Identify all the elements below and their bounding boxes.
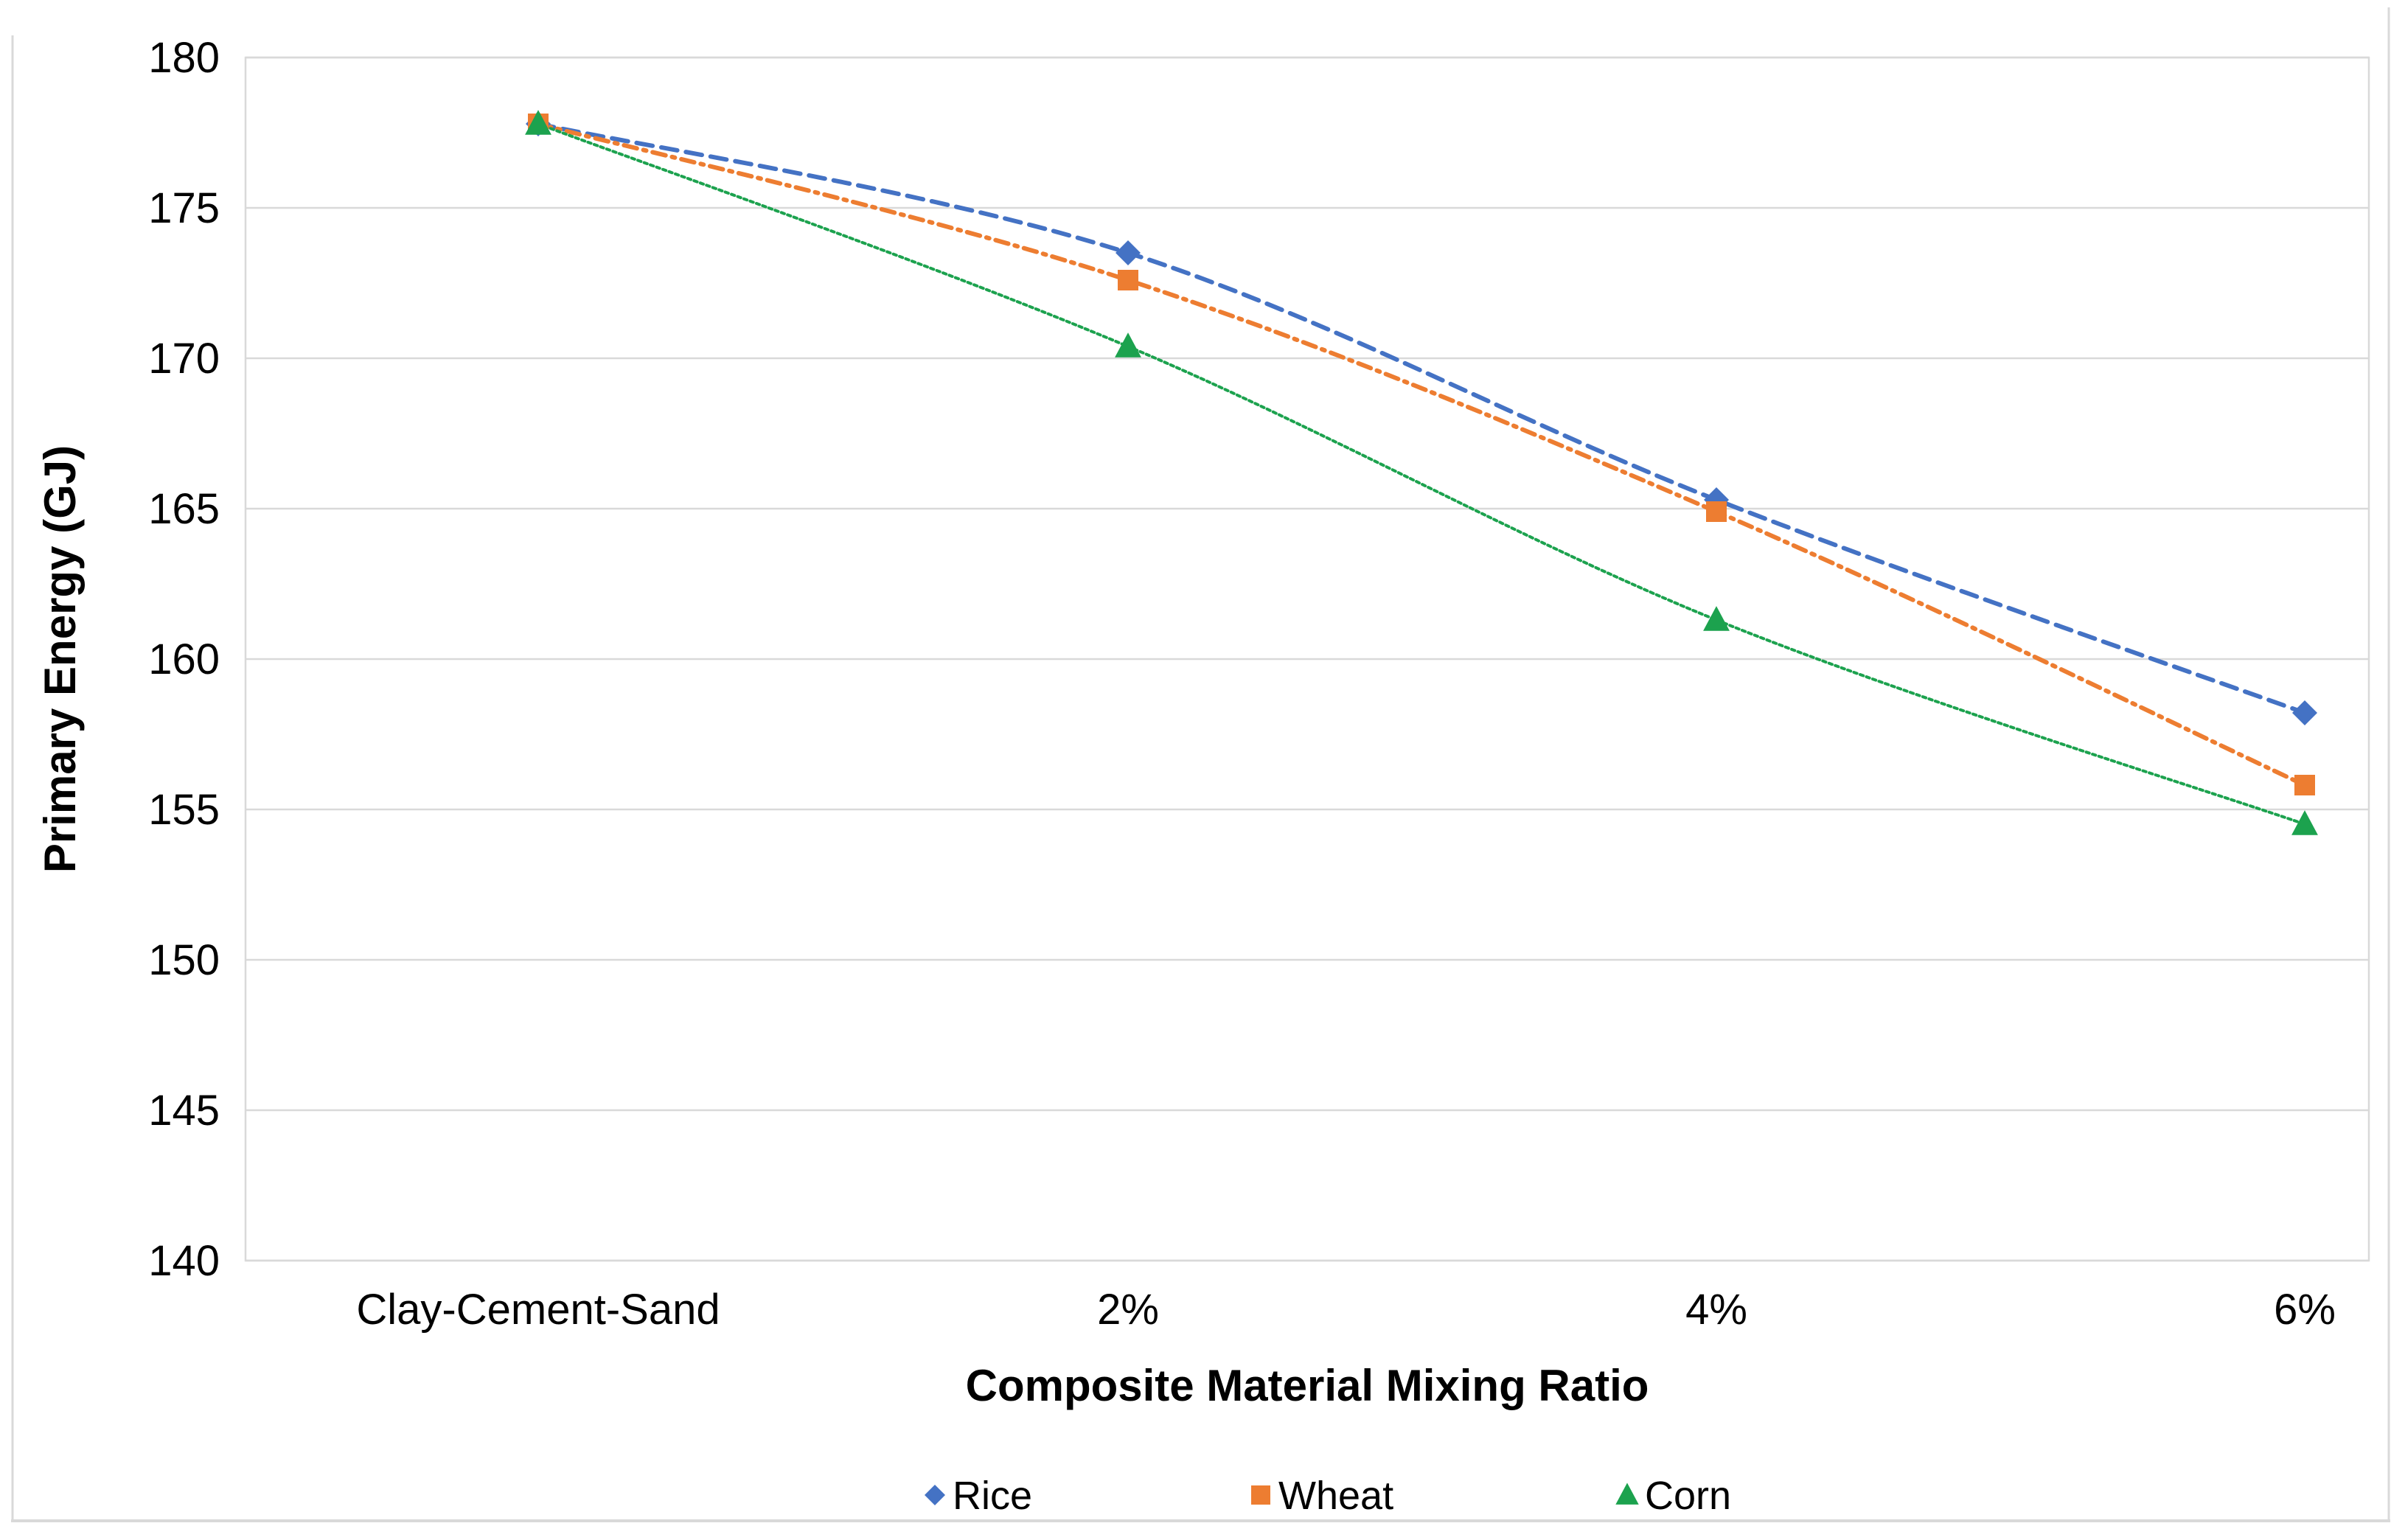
- x-tick-1: 2%: [1097, 1286, 1159, 1334]
- line-wheat: [536, 122, 2307, 787]
- y-tick-160: 160: [148, 635, 220, 683]
- data-point-wheat-2: [1706, 501, 1727, 522]
- x-tick-2: 4%: [1685, 1286, 1747, 1334]
- data-point-rice-3: [2292, 700, 2317, 725]
- legend-label-rice: Rice: [953, 1474, 1032, 1518]
- y-tick-170: 170: [148, 335, 220, 383]
- gridlines: [246, 56, 2369, 1262]
- y-tick-155: 155: [148, 786, 220, 834]
- legend-item-wheat: Wheat: [1251, 1474, 1393, 1518]
- legend: Rice Wheat Corn: [925, 1474, 1731, 1518]
- data-point-wheat-3: [2294, 775, 2315, 795]
- x-axis-tick-labels: Clay-Cement-Sand 2% 4% 6%: [356, 1286, 2336, 1334]
- diamond-glyph: [925, 1485, 945, 1505]
- legend-label-wheat: Wheat: [1278, 1474, 1393, 1518]
- series-lines: [536, 122, 2307, 826]
- legend-label-corn: Corn: [1645, 1474, 1731, 1518]
- triangle-glyph: [1615, 1482, 1639, 1505]
- x-tick-0: Clay-Cement-Sand: [356, 1286, 720, 1334]
- legend-item-corn: Corn: [1615, 1474, 1731, 1518]
- x-axis-title: Composite Material Mixing Ratio: [966, 1361, 1649, 1410]
- line-corn: [537, 122, 2306, 826]
- data-point-wheat-1: [1118, 270, 1138, 290]
- y-tick-180: 180: [148, 34, 220, 82]
- rice-diamond-icon: [925, 1485, 945, 1505]
- data-point-corn-1: [1115, 332, 1141, 358]
- y-tick-165: 165: [148, 485, 220, 533]
- line-rice: [536, 122, 2307, 715]
- legend-item-rice: Rice: [925, 1474, 1032, 1518]
- data-point-corn-0: [525, 110, 551, 135]
- y-tick-150: 150: [148, 936, 220, 984]
- y-tick-140: 140: [148, 1237, 220, 1285]
- x-tick-3: 6%: [2274, 1286, 2336, 1334]
- corn-triangle-icon: [1615, 1482, 1639, 1505]
- data-point-corn-3: [2291, 810, 2318, 835]
- data-point-corn-2: [1703, 606, 1730, 631]
- y-tick-175: 175: [148, 184, 220, 232]
- plot-area-border: [244, 56, 2370, 1262]
- y-tick-145: 145: [148, 1087, 220, 1135]
- data-point-rice-1: [1116, 240, 1141, 265]
- y-axis-tick-labels: 140 145 150 155 160 165 170 175 180: [148, 34, 220, 1285]
- square-glyph: [1251, 1485, 1270, 1505]
- y-axis-title: Primary Energy (GJ): [35, 445, 85, 873]
- series-markers: [525, 110, 2318, 835]
- wheat-square-icon: [1251, 1485, 1270, 1505]
